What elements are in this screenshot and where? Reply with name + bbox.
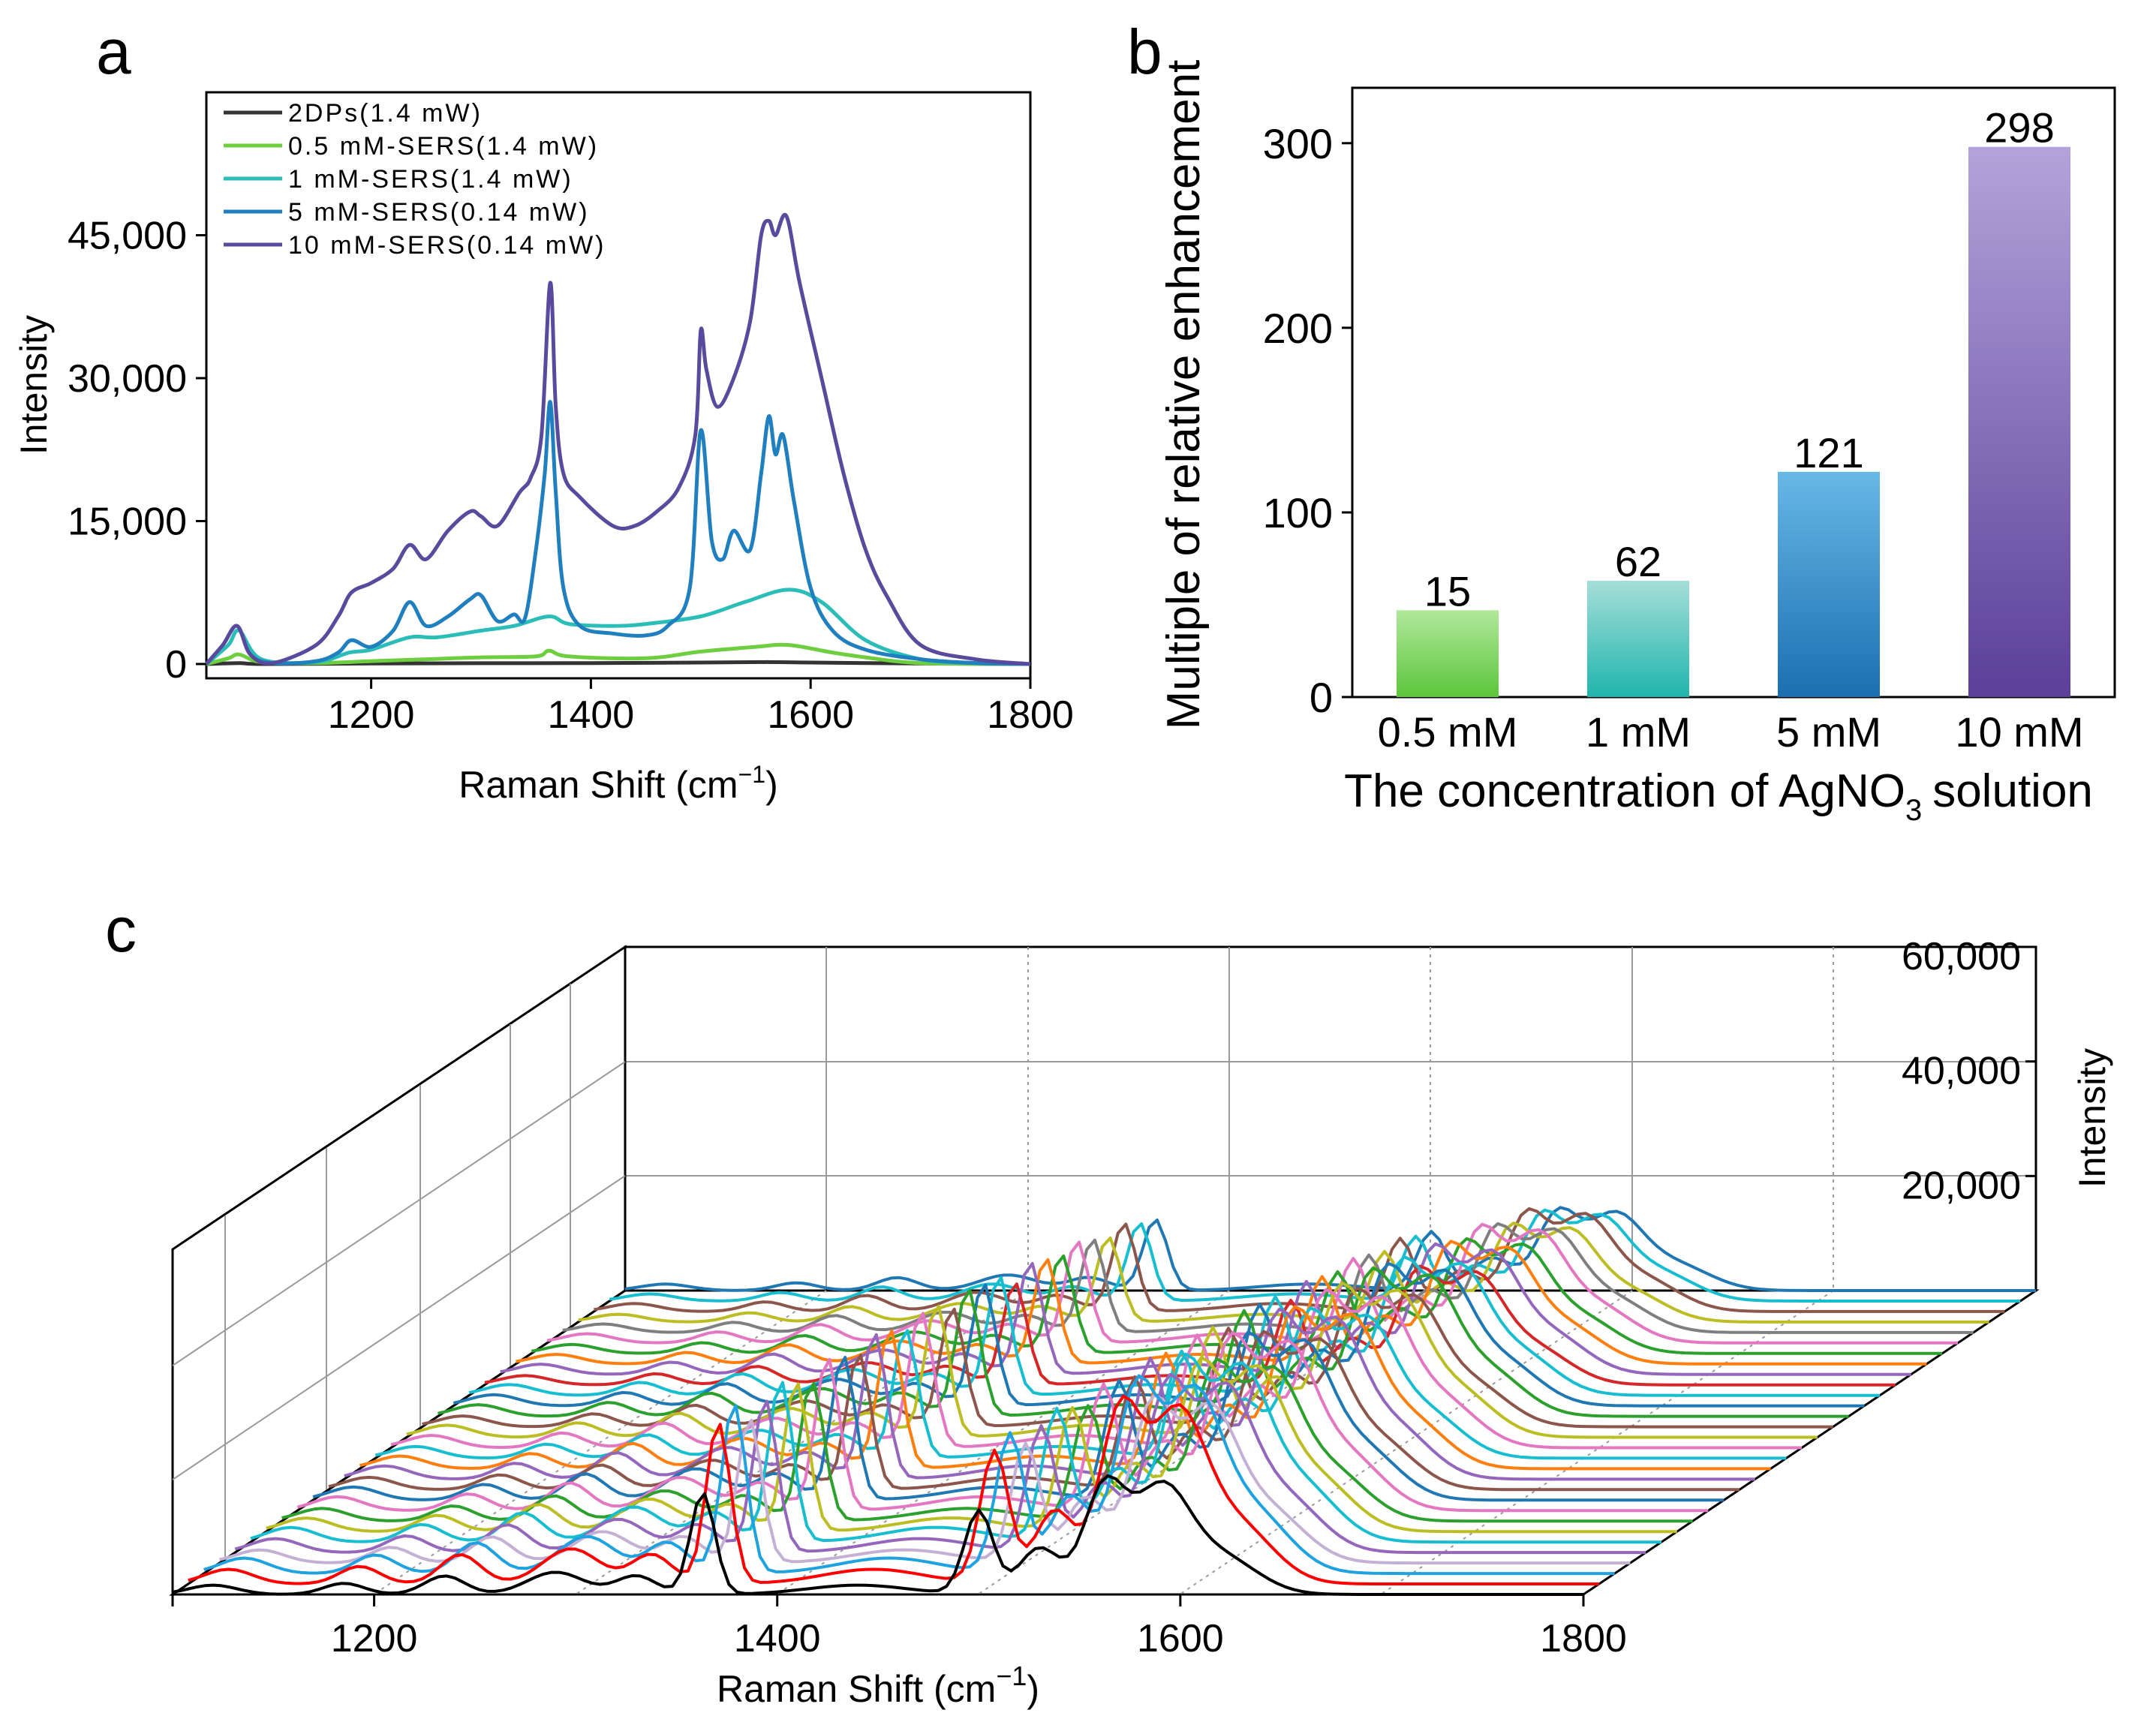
panel-c-x-tick-label: 1400 <box>734 1617 821 1660</box>
panel-c-floor <box>169 1289 2040 1596</box>
panel-a-legend-label: 1 mM-SERS(1.4 mW) <box>288 165 573 194</box>
panel-c-x-tick-label: 1600 <box>1137 1617 1224 1660</box>
panel-b-y-axis-title: Multiple of relative enhancement <box>1158 60 1210 730</box>
panel-c-ticks: 1200 1400 1600 1800 20,000 40,000 60,000 <box>171 935 2036 1660</box>
panel-c-z-tick-label: 60,000 <box>1902 935 2021 978</box>
panel-a-series-line <box>205 400 1031 666</box>
panel-c-series-line <box>594 1207 2005 1313</box>
panel-a-legend-label: 0.5 mM-SERS(1.4 mW) <box>288 132 599 161</box>
panel-c-series-line <box>390 1288 1803 1450</box>
panel-b-bar-value-label: 298 <box>1984 104 2054 152</box>
panel-c-x-tick-label: 1800 <box>1540 1617 1627 1660</box>
panel-c-back-wall <box>624 945 2037 1292</box>
panel-c-series-line <box>218 1393 1631 1565</box>
panel-a-y-tick-label: 30,000 <box>68 357 187 401</box>
panel-b-bar-chart: 0 100 200 300 15 0.5 mM 62 1 mM 121 5 mM 298 10 mM… <box>1158 60 2116 827</box>
panel-a-legend-label: 5 mM-SERS(0.14 mW) <box>288 198 590 227</box>
panel-b-bar <box>1968 146 2070 698</box>
panel-a-x-tick-label: 1200 <box>328 693 415 737</box>
panel-b-x-axis-title: The concentration of AgNO3 solution <box>1344 765 2093 827</box>
panel-c-series-line <box>468 1255 1881 1397</box>
panel-b-category-label: 5 mM <box>1776 708 1881 756</box>
panel-b-bar-value-label: 15 <box>1424 567 1471 615</box>
panel-a-y-tick-label: 45,000 <box>68 214 187 257</box>
panel-b-category-label: 10 mM <box>1955 708 2083 756</box>
panel-a-x-ticks: 1200 1400 1600 1800 <box>328 678 1074 737</box>
panel-a-plot-frame <box>205 91 1032 680</box>
panel-c-series-line <box>172 1474 1583 1596</box>
panel-c-left-grid <box>172 984 626 1559</box>
panel-b-y-ticks: 0 100 200 300 <box>1263 120 1352 721</box>
panel-b-y-tick-label: 100 <box>1263 489 1333 536</box>
panel-a-series-group <box>205 212 1031 666</box>
panel-b-y-tick-label: 0 <box>1310 674 1333 721</box>
panel-c-3d-waterfall: 1200 1400 1600 1800 20,000 40,000 60,000 Inten… <box>169 935 2113 1710</box>
panel-a-label: a <box>96 17 131 87</box>
panel-b-bars: 15 0.5 mM 62 1 mM 121 5 mM 298 10 mM <box>1378 104 2084 756</box>
panel-a-legend: 2DPs(1.4 mW) 0.5 mM-SERS(1.4 mW) 1 mM-SERS… <box>224 99 606 260</box>
panel-a-x-tick-label: 1400 <box>548 693 635 737</box>
panel-a-series-line <box>205 212 1031 666</box>
panel-a-x-axis-title: Raman Shift (cm−1) <box>459 761 777 806</box>
panel-c-label: c <box>105 894 137 965</box>
panel-a-legend-label: 10 mM-SERS(0.14 mW) <box>288 231 606 260</box>
panel-c-x-axis-title: Raman Shift (cm−1) <box>717 1660 1039 1710</box>
panel-c-back-grid <box>625 947 2036 1291</box>
panel-c-series-line <box>624 1206 2036 1292</box>
panel-b-bar <box>1778 471 1880 697</box>
panel-c-x-tick-label: 1200 <box>331 1617 418 1660</box>
panel-b-bar <box>1397 610 1499 697</box>
panel-a-x-tick-label: 1800 <box>987 693 1074 737</box>
panel-b-label: b <box>1127 17 1162 87</box>
panel-c-z-tick-label: 40,000 <box>1902 1050 2021 1093</box>
panel-b-y-tick-label: 200 <box>1263 305 1333 352</box>
panel-a-y-ticks: 0 15,000 30,000 45,000 <box>68 214 206 687</box>
panel-c-z-axis-title: Intensity <box>2071 1048 2113 1188</box>
panel-b-bar-value-label: 62 <box>1615 538 1661 585</box>
panel-b-y-tick-label: 300 <box>1263 120 1333 167</box>
panel-c-series-line <box>438 1266 1849 1418</box>
panel-a-x-tick-label: 1600 <box>767 693 854 737</box>
panel-b-bar <box>1587 580 1689 697</box>
panel-a-line-chart: 0 15,000 30,000 45,000 1200 1400 1600 1800 2DP… <box>13 91 1074 806</box>
panel-c-series-line <box>188 1394 1599 1585</box>
panel-a-y-axis-title: Intensity <box>13 315 55 455</box>
panel-b-category-label: 0.5 mM <box>1378 708 1518 756</box>
panel-c-series-line <box>500 1242 1911 1376</box>
panel-b-bar-value-label: 121 <box>1794 429 1863 476</box>
panel-b-category-label: 1 mM <box>1586 708 1691 756</box>
panel-a-legend-label: 2DPs(1.4 mW) <box>288 99 483 128</box>
panel-a-y-tick-label: 15,000 <box>68 500 187 543</box>
panel-c-series-group <box>172 1206 2036 1596</box>
panel-c-z-tick-label: 20,000 <box>1902 1164 2021 1207</box>
panel-a-y-tick-label: 0 <box>165 643 187 687</box>
